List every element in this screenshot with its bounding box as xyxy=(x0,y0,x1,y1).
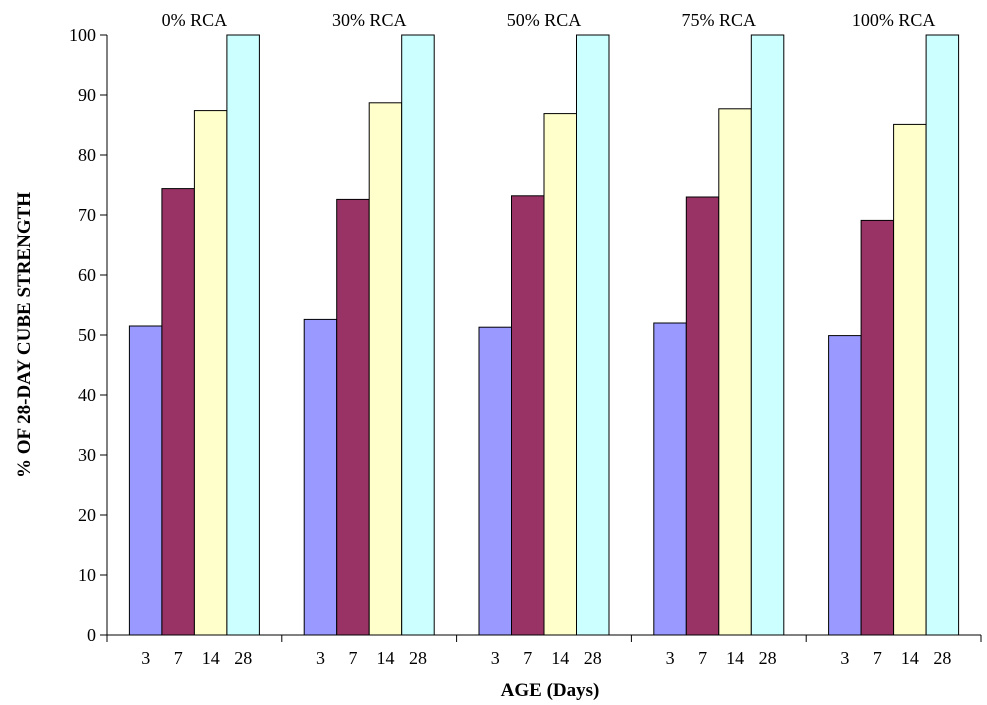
y-tick-label: 60 xyxy=(78,265,96,285)
bar-3-3 xyxy=(478,326,512,636)
group-label: 30% RCA xyxy=(332,10,407,30)
x-tick-label: 7 xyxy=(349,648,358,668)
y-tick-label: 30 xyxy=(78,445,96,465)
x-tick-label: 7 xyxy=(523,648,532,668)
y-tick-label: 70 xyxy=(78,205,96,225)
x-tick-label: 3 xyxy=(141,648,150,668)
bar-1-14 xyxy=(193,110,228,636)
bar-4-7 xyxy=(685,196,720,636)
x-axis-title: AGE (Days) xyxy=(501,680,600,701)
bar-5-14 xyxy=(893,123,927,636)
x-tick-label: 28 xyxy=(933,648,951,668)
y-tick-label: 100 xyxy=(69,25,96,45)
x-tick-label: 14 xyxy=(377,648,395,668)
bar-5-28 xyxy=(925,34,960,636)
x-tick-label: 28 xyxy=(409,648,427,668)
x-tick-label: 14 xyxy=(726,648,744,668)
x-tick-label: 28 xyxy=(584,648,602,668)
bar-4-14 xyxy=(718,108,752,636)
x-tick-label: 14 xyxy=(901,648,919,668)
bar-2-7 xyxy=(336,198,370,636)
x-tick-label: 28 xyxy=(234,648,252,668)
y-axis-title: % OF 28-DAY CUBE STRENGTH xyxy=(14,192,35,478)
bar-3-28 xyxy=(576,34,610,636)
y-tick-label: 90 xyxy=(78,85,96,105)
x-tick-label: 3 xyxy=(840,648,849,668)
x-tick-label: 28 xyxy=(759,648,777,668)
x-tick-label: 7 xyxy=(698,648,707,668)
bar-4-3 xyxy=(653,322,687,636)
group-label: 0% RCA xyxy=(162,10,228,30)
axes-layer xyxy=(100,34,982,642)
bar-5-3 xyxy=(828,335,862,636)
bar-2-14 xyxy=(368,102,403,636)
x-tick-label: 14 xyxy=(551,648,569,668)
group-label: 50% RCA xyxy=(507,10,582,30)
bar-5-7 xyxy=(860,219,895,636)
x-tick-label: 14 xyxy=(202,648,220,668)
x-tick-label: 3 xyxy=(491,648,500,668)
bar-1-3 xyxy=(128,325,163,636)
labels-layer: 3 7 14 28 0% RCA 3 7 14 28 30% RCA 3 7 14 28 50% RCA 3 7… xyxy=(69,10,951,668)
bars-layer xyxy=(128,34,960,636)
bar-3-7 xyxy=(511,195,545,636)
bar-2-3 xyxy=(303,318,338,636)
x-tick-label: 7 xyxy=(174,648,183,668)
y-tick-label: 80 xyxy=(78,145,96,165)
bar-2-28 xyxy=(401,34,435,636)
group-label: 100% RCA xyxy=(852,10,936,30)
group-label: 75% RCA xyxy=(682,10,757,30)
x-tick-label: 3 xyxy=(316,648,325,668)
bar-3-14 xyxy=(543,113,577,636)
bar-1-7 xyxy=(161,188,195,636)
x-tick-label: 3 xyxy=(666,648,675,668)
y-tick-label: 0 xyxy=(87,625,96,645)
y-tick-label: 20 xyxy=(78,505,96,525)
y-tick-label: 40 xyxy=(78,385,96,405)
x-tick-label: 7 xyxy=(873,648,882,668)
bar-4-28 xyxy=(750,34,785,636)
y-tick-label: 50 xyxy=(78,325,96,345)
bar-1-28 xyxy=(226,34,260,636)
y-tick-label: 10 xyxy=(78,565,96,585)
